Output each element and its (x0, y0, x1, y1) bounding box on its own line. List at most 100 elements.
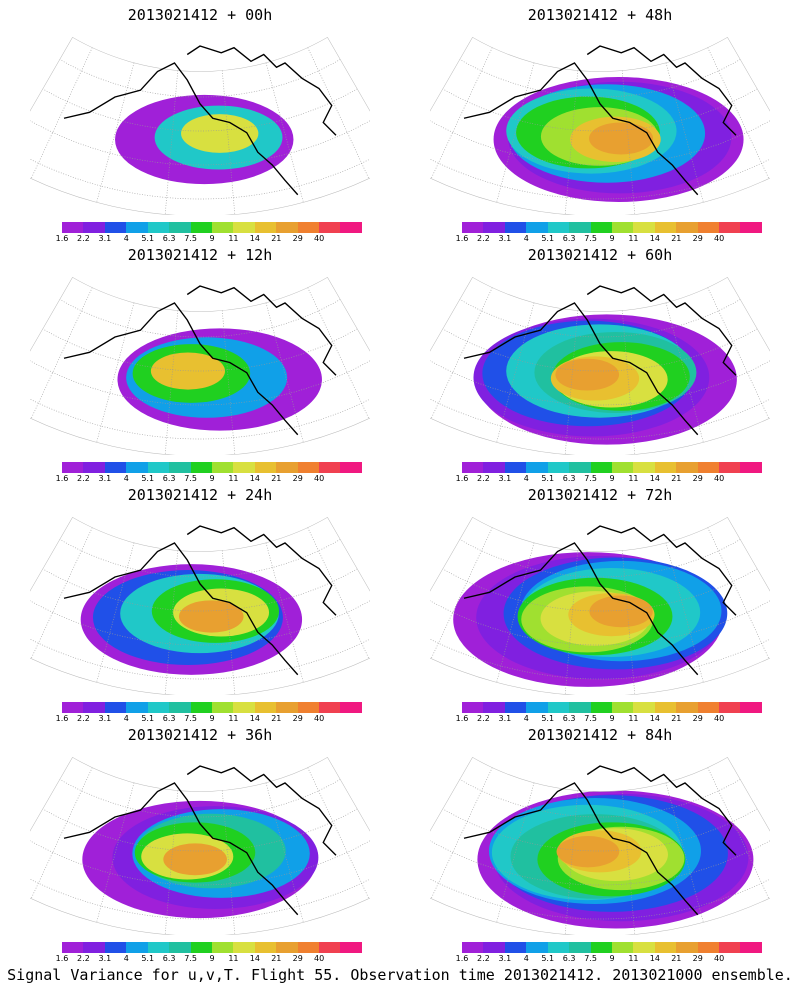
latitude-line (30, 158, 370, 200)
colorbar-tick-label: 6.3 (562, 714, 576, 723)
colorbar-tick-label: 21 (671, 474, 682, 483)
longitude-line (164, 310, 179, 455)
colorbar-swatch (633, 462, 655, 473)
variance-contour (589, 122, 654, 155)
longitude-line (30, 47, 93, 179)
colorbar-swatch (254, 222, 277, 233)
coastline (463, 45, 737, 196)
colorbar-swatch (569, 942, 591, 953)
variance-contour (556, 836, 620, 868)
colorbar-tick-label: 3.1 (98, 714, 112, 723)
longitude-line (621, 790, 636, 935)
colorbar-tick-label: 1.6 (55, 474, 69, 483)
colorbar-swatch (590, 942, 612, 953)
variance-map (430, 276, 770, 455)
colorbar-ticks: 1.6 2.2 3.1 4 5.1 6.3 7.5 9 11 14 21 29 40 (456, 714, 762, 724)
latitude-line (430, 878, 770, 920)
longitude-line (621, 550, 636, 695)
colorbar-swatch (654, 942, 677, 953)
colorbar-tick-label: 9 (209, 234, 215, 243)
colorbar-swatch (126, 942, 148, 953)
colorbar-tick-label: 7.5 (584, 474, 597, 483)
colorbar-tick-label: 21 (271, 474, 282, 483)
colorbar-swatch (83, 462, 105, 473)
colorbar-tick-label: 7.5 (184, 954, 197, 963)
colorbar-tick-label: 4 (523, 714, 529, 723)
longitude-line (430, 47, 493, 179)
colorbar-swatch (504, 462, 527, 473)
longitude-line (621, 310, 636, 455)
colorbar-tick-label: 21 (271, 714, 282, 723)
longitude-line (30, 527, 93, 659)
colorbar-swatch (611, 222, 634, 233)
variance-contour (555, 358, 620, 391)
colorbar-swatch (340, 462, 362, 473)
colorbar-swatch (740, 462, 762, 473)
latitude-line (30, 840, 370, 886)
colorbar-swatch (254, 702, 277, 713)
colorbar-tick-label: 3.1 (98, 474, 112, 483)
colorbar-swatch (233, 702, 255, 713)
longitude-line (221, 550, 236, 695)
longitude-line (96, 302, 135, 443)
longitude-line (221, 790, 236, 935)
latitude-line (30, 398, 370, 440)
longitude-line (564, 790, 579, 935)
colorbar-swatch (719, 942, 741, 953)
colorbar-swatch (719, 222, 741, 233)
colorbar-tick-label: 6.3 (162, 234, 176, 243)
colorbar (462, 462, 762, 473)
colorbar-tick-label: 1.6 (55, 954, 69, 963)
colorbar-swatch (297, 942, 320, 953)
colorbar-tick-label: 21 (671, 714, 682, 723)
colorbar-tick-label: 40 (714, 714, 725, 723)
colorbar-swatch (740, 942, 762, 953)
colorbar-swatch (297, 462, 320, 473)
colorbar-swatch (462, 462, 484, 473)
colorbar-swatch (462, 702, 484, 713)
colorbar-swatch (697, 462, 720, 473)
colorbar-swatch (676, 222, 698, 233)
colorbar-tick-label: 4 (123, 474, 129, 483)
colorbar-tick-label: 11 (228, 234, 239, 243)
variance-map (30, 756, 370, 935)
colorbar-tick-label: 3.1 (98, 954, 112, 963)
colorbar-tick-label: 3.1 (498, 474, 512, 483)
colorbar-swatch (297, 222, 320, 233)
longitude-line (164, 550, 179, 695)
variance-contour (589, 595, 653, 628)
colorbar-swatch (233, 462, 255, 473)
colorbar (462, 222, 762, 233)
colorbar-swatch (104, 702, 127, 713)
longitude-line (564, 550, 579, 695)
colorbar-tick-label: 5.1 (541, 714, 555, 723)
forecast-panel: 2013021412 + 12h 1.6 2.2 3.1 4 5.1 6.3 7.5 9 11 14… (0, 240, 400, 483)
colorbar-swatch (462, 942, 484, 953)
colorbar-swatch (276, 222, 298, 233)
panel-title: 2013021412 + 24h (127, 486, 273, 504)
colorbar (462, 702, 762, 713)
colorbar-swatch (211, 942, 234, 953)
latitude-line (59, 59, 341, 98)
variance-map (30, 276, 370, 455)
colorbar-swatch (569, 702, 591, 713)
colorbar-swatch (483, 462, 505, 473)
latitude-line (30, 120, 370, 166)
colorbar (62, 702, 362, 713)
colorbar-swatch (654, 462, 677, 473)
colorbar-swatch (697, 222, 720, 233)
colorbar-tick-label: 7.5 (184, 714, 197, 723)
colorbar-swatch (126, 222, 148, 233)
colorbar-swatch (654, 702, 677, 713)
latitude-line (430, 600, 770, 646)
colorbar-swatch (126, 702, 148, 713)
colorbar-tick-label: 2.2 (77, 714, 90, 723)
colorbar-tick-label: 9 (609, 474, 615, 483)
colorbar-swatch (62, 702, 84, 713)
colorbar-swatch (147, 222, 170, 233)
longitude-line (707, 47, 770, 179)
colorbar-swatch (676, 942, 698, 953)
colorbar-tick-label: 1.6 (455, 954, 469, 963)
colorbar-swatch (547, 702, 570, 713)
colorbar-swatch (590, 702, 612, 713)
